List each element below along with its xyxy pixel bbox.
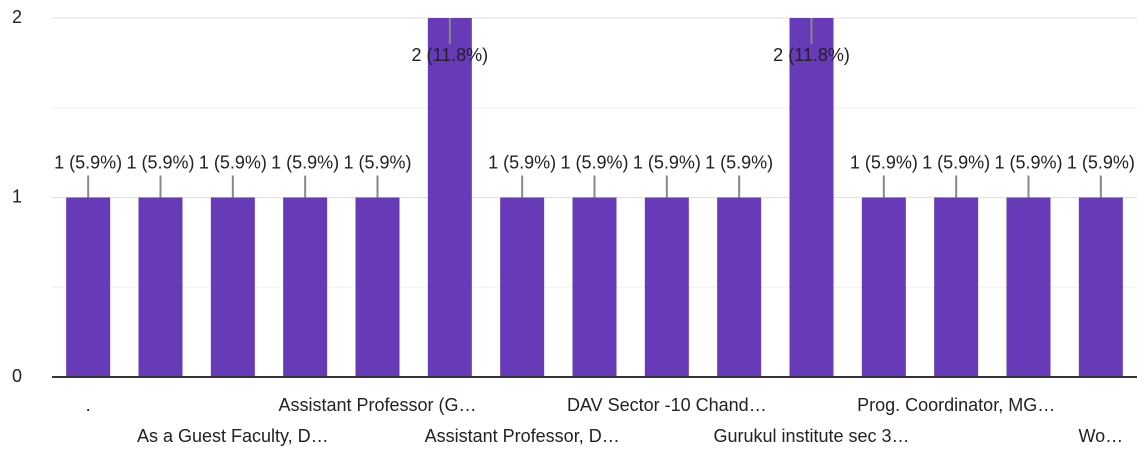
data-label: 1 (5.9%) (633, 152, 701, 172)
y-tick-label: 2 (12, 7, 22, 27)
bar (138, 197, 183, 377)
x-tick-label: Prog. Coordinator, MG… (857, 395, 1055, 415)
data-label: 1 (5.9%) (994, 152, 1062, 172)
x-tick-label: Gurukul institute sec 3… (713, 426, 909, 446)
data-label: 1 (5.9%) (1067, 152, 1135, 172)
bar (789, 18, 834, 377)
data-label: 2 (11.8%) (773, 45, 850, 65)
data-label: 1 (5.9%) (705, 152, 773, 172)
data-label: 1 (5.9%) (343, 152, 411, 172)
x-tick-label: Assistant Professor (G… (278, 395, 476, 415)
bar (500, 197, 545, 377)
y-tick-label: 0 (12, 366, 22, 386)
bar (1078, 197, 1123, 377)
bar (572, 197, 617, 377)
data-label: 1 (5.9%) (560, 152, 628, 172)
bar (355, 197, 400, 377)
data-label: 1 (5.9%) (199, 152, 267, 172)
data-label: 1 (5.9%) (54, 152, 122, 172)
data-label: 2 (11.8%) (411, 45, 488, 65)
bar (427, 18, 472, 377)
x-tick-label: As a Guest Faculty, D… (137, 426, 329, 446)
data-label: 1 (5.9%) (271, 152, 339, 172)
bar (283, 197, 328, 377)
x-tick-label: . (86, 395, 91, 415)
y-tick-label: 1 (12, 186, 22, 206)
x-tick-label: Assistant Professor, D… (425, 426, 620, 446)
x-tick-label: DAV Sector -10 Chand… (567, 395, 767, 415)
bar (210, 197, 255, 377)
bar (644, 197, 689, 377)
x-tick-label: Wo… (1078, 426, 1123, 446)
data-label: 1 (5.9%) (850, 152, 918, 172)
bar (66, 197, 111, 377)
data-label: 1 (5.9%) (126, 152, 194, 172)
data-label: 1 (5.9%) (922, 152, 990, 172)
data-label: 1 (5.9%) (488, 152, 556, 172)
bar (1006, 197, 1051, 377)
bar (717, 197, 762, 377)
bar (861, 197, 906, 377)
bar (934, 197, 979, 377)
